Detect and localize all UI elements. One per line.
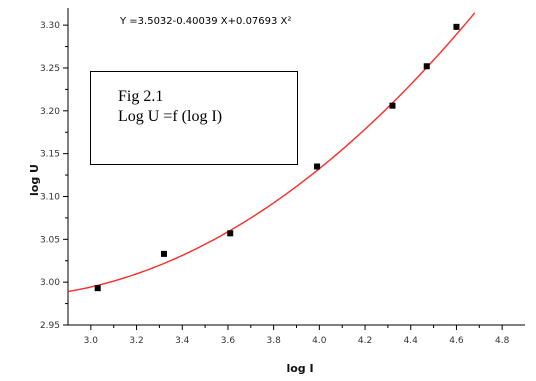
x-tick-label: 3.2	[129, 336, 143, 346]
figure-caption-box: Fig 2.1 Log U =f (log I)	[90, 71, 298, 165]
y-tick-label: 3.00	[40, 278, 60, 288]
x-tick-label: 4.4	[404, 336, 419, 346]
x-tick-label: 3.0	[84, 336, 99, 346]
y-axis-title: log U	[28, 164, 41, 196]
data-point	[227, 230, 234, 237]
x-tick-label: 3.6	[221, 336, 236, 346]
figure-caption-title: Fig 2.1	[118, 88, 164, 105]
y-tick-label: 3.05	[40, 235, 60, 245]
y-tick-label: 3.25	[40, 64, 60, 74]
figure-caption-subtitle: Log U =f (log I)	[118, 108, 223, 125]
x-tick-label: 3.4	[175, 336, 190, 346]
data-point	[389, 102, 396, 109]
y-tick-label: 3.15	[40, 150, 60, 160]
y-tick-label: 2.95	[40, 321, 60, 331]
fit-equation: Y =3.5032-0.40039 X+0.07693 X²	[119, 16, 291, 27]
chart-axes: 3.0 3.2 3.4 3.6 3.8 4.0 4.2 4.4 4.6 4.8 2.95 3.00 3.…	[40, 8, 525, 346]
y-tick-label: 3.30	[40, 21, 60, 31]
y-tick-label: 3.10	[40, 192, 60, 202]
fit-curve	[67, 12, 476, 293]
fit-curve-group	[67, 12, 476, 293]
x-tick-label: 4.2	[358, 336, 372, 346]
data-point	[160, 250, 167, 257]
data-point	[314, 163, 321, 170]
data-point	[94, 285, 101, 292]
data-point	[423, 63, 430, 70]
data-point	[453, 23, 460, 30]
x-tick-label: 4.6	[449, 336, 464, 346]
data-points-group	[94, 23, 460, 292]
x-axis-title: log I	[286, 362, 313, 375]
y-tick-label: 3.20	[40, 107, 60, 117]
x-tick-label: 4.0	[312, 336, 327, 346]
x-tick-label: 4.8	[495, 336, 510, 346]
x-tick-label: 3.8	[266, 336, 281, 346]
